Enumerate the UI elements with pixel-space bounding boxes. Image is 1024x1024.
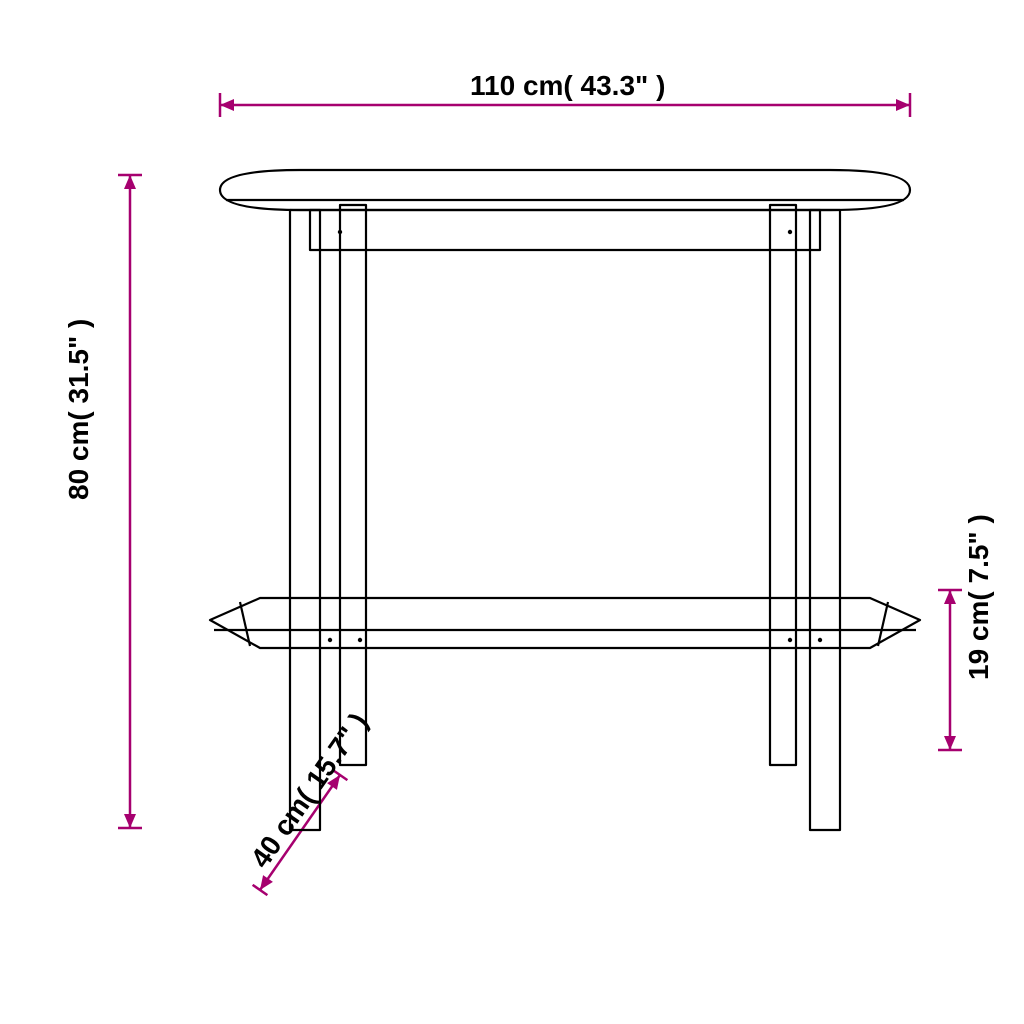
- dim-width-label: 110 cm( 43.3" ): [470, 70, 665, 101]
- dim-depth-label: 40 cm( 15.7" ): [245, 707, 374, 873]
- dim-height-label: 80 cm( 31.5" ): [63, 319, 94, 500]
- dim-shelf-label: 19 cm( 7.5" ): [963, 514, 994, 680]
- console-table-drawing: [210, 170, 920, 830]
